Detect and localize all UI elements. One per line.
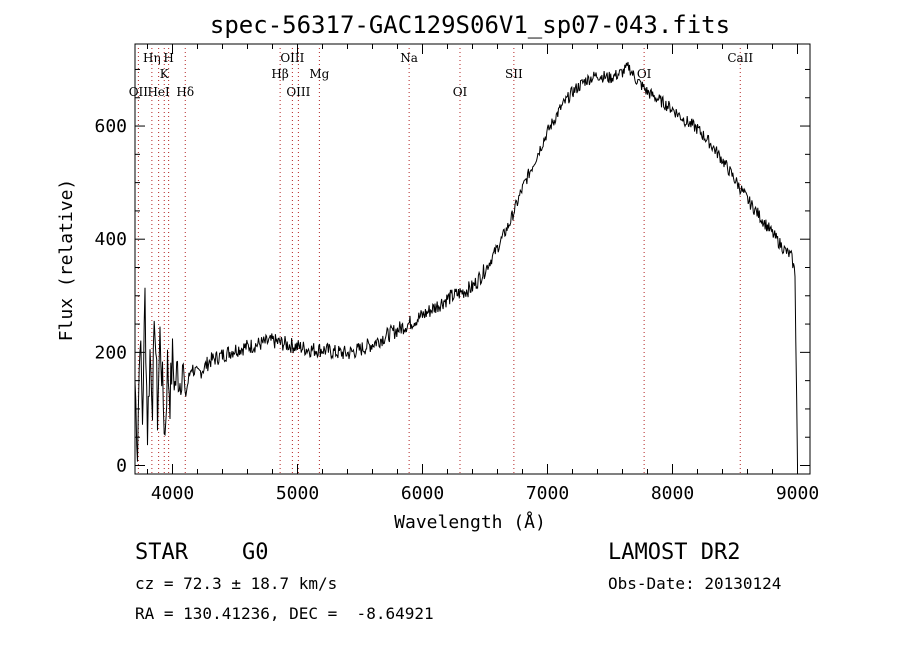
- spectral-line-label: OII: [129, 85, 149, 99]
- spectral-line-label: Na: [400, 51, 418, 65]
- observation-date: Obs-Date: 20130124: [608, 574, 782, 593]
- y-tick-label: 400: [94, 229, 127, 250]
- spectral-line-label: K: [160, 67, 170, 81]
- y-axis-label: Flux (relative): [56, 179, 77, 342]
- chart-title: spec-56317-GAC129S06V1_sp07-043.fits: [210, 11, 730, 39]
- y-tick-label: 600: [94, 116, 127, 137]
- spectral-line-label: Hη: [143, 51, 161, 65]
- y-tick-label: 0: [116, 456, 127, 477]
- spectral-line-label: OI: [453, 85, 468, 99]
- coordinates: RA = 130.41236, DEC = -8.64921: [135, 604, 434, 623]
- plot-frame: [134, 43, 811, 475]
- spectral-line-label: OIII: [280, 51, 304, 65]
- y-tick-label: 200: [94, 342, 127, 363]
- object-subclass: G0: [242, 540, 269, 565]
- x-tick-label: 7000: [526, 483, 569, 504]
- x-tick-label: 6000: [401, 483, 444, 504]
- spectral-line-markers: OII Hη HeI KH Hδ Hβ OIII OIII Mg Na OI OI SII CaII: [129, 48, 753, 474]
- x-tick-label: 5000: [276, 483, 319, 504]
- x-tick-label: 9000: [776, 483, 819, 504]
- spectral-line-label: CaII: [727, 51, 753, 65]
- x-axis-label: Wavelength (Å): [394, 511, 546, 533]
- axis-ticks: 4000 5000 6000 7000 8000 9000 0 200 400 600: [94, 44, 819, 504]
- spectrum-series: [134, 61, 798, 466]
- x-tick-label: 4000: [151, 483, 194, 504]
- spectral-line-label: H: [163, 51, 173, 65]
- spectral-line-label: Hβ: [271, 67, 288, 81]
- spectral-line-label: Mg: [309, 67, 329, 81]
- spectral-line-label: SII: [505, 67, 523, 81]
- spectral-line-label: OIII: [286, 85, 310, 99]
- object-class: STAR: [135, 540, 188, 565]
- spectral-line-label: OI: [637, 67, 652, 81]
- spectral-line-label: HeI: [147, 85, 170, 99]
- spectral-line-label: Hδ: [176, 85, 194, 99]
- x-tick-label: 8000: [651, 483, 694, 504]
- survey-name: LAMOST DR2: [608, 540, 741, 565]
- redshift-velocity: cz = 72.3 ± 18.7 km/s: [135, 574, 338, 593]
